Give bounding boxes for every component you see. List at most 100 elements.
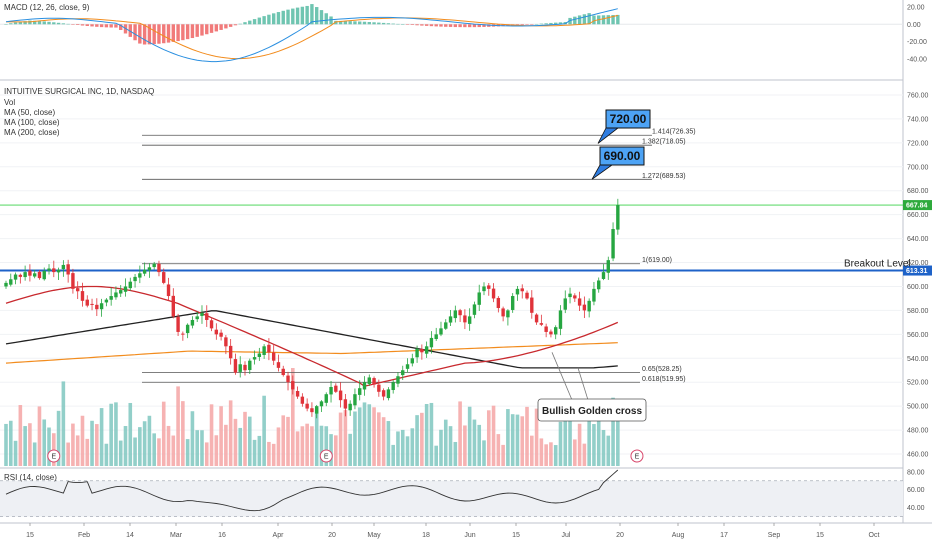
candle-body [348,403,352,411]
candle-body [119,290,123,294]
volume-bar [616,410,620,466]
volume-bar [453,441,458,466]
macd-histogram-bar [200,24,204,36]
macd-histogram-bar [252,19,257,25]
volume-bar [276,427,281,466]
volume-bar [305,423,309,466]
target-label: 720.00 [610,112,647,126]
candle-body [18,274,23,277]
volume-bar [472,419,477,466]
volume-bar [181,401,185,466]
fib-label: 1.272(689.53) [642,173,686,180]
candle-body [42,270,46,280]
candle-body [568,293,572,298]
annotation-pointer [551,352,573,401]
candle-body [362,382,367,390]
candle-body [405,364,410,369]
fib-label: 1.414(726.35) [652,129,696,136]
candle-body [209,320,214,329]
candle-body [238,364,242,372]
macd-histogram-bar [13,22,18,25]
earnings-marker-label: E [324,454,329,461]
volume-bar [520,416,525,466]
candle-body [530,297,534,313]
volume-bar [209,404,214,466]
volume-bar [486,410,491,466]
rsi-title: RSI (14, close) [4,473,57,482]
candle-body [367,377,371,384]
volume-bar [563,408,568,466]
candle-body [195,316,199,320]
time-tick-label: 17 [720,532,728,539]
macd-histogram-bar [482,24,486,27]
volume-bar [138,427,142,466]
macd-histogram-bar [558,22,563,25]
volume-bar [171,435,176,466]
candle-body [56,269,61,273]
macd-histogram-bar [305,5,309,25]
candle-body [372,378,376,385]
volume-bar [558,421,563,466]
candle-body [577,298,582,306]
candle-body [410,358,414,364]
candle-body [563,298,567,310]
candle-body [138,273,142,278]
volume-bar [410,428,415,466]
candle-body [510,296,515,310]
macd-histogram-bar [453,24,458,28]
macd-histogram-bar [577,15,582,25]
price-tick-label: 500.00 [907,404,929,411]
candle-body [205,313,209,320]
volume-bar [400,429,405,466]
candle-body [185,324,190,334]
candle-body [28,270,32,276]
macd-histogram-bar [415,24,419,26]
volume-bar [577,423,582,466]
volume-bar [386,421,391,466]
candle-body [396,376,400,384]
price-tick-label: 720.00 [907,140,929,147]
time-tick-label: 15 [816,532,824,539]
volume-bar [396,431,400,466]
candle-body [95,304,99,310]
candle-body [128,281,132,289]
volume-bar [443,419,448,466]
volume-bar [262,395,266,466]
volume-bar [190,411,195,466]
ma100-line [5,310,618,369]
macd-histogram-bar [463,24,467,28]
breakout-label: Breakout Level [844,259,911,270]
time-tick-label: Apr [273,532,285,539]
volume-bar [224,424,228,466]
legend-entry: MA (100, close) [4,118,60,127]
candle-body [353,394,357,406]
macd-histogram-bar [348,21,352,25]
candle-body [401,370,405,376]
candle-body [334,385,338,392]
macd-histogram-bar [458,24,462,28]
volume-bar [114,402,118,466]
volume-bar [195,430,199,466]
candle-body [573,295,577,299]
macd-histogram-bar [114,24,118,28]
macd-histogram-bar [4,23,8,25]
volume-bar [166,425,171,466]
volume-bar [75,435,80,466]
macd-histogram-bar [23,21,27,25]
candle-body [558,310,563,329]
candle-body [190,319,195,326]
macd-histogram-bar [18,21,23,25]
candle-body [491,288,496,299]
time-tick-label: 14 [126,532,134,539]
candle-body [4,282,8,287]
time-tick-label: 15 [512,532,520,539]
candle-body [338,390,343,401]
candle-body [66,264,70,275]
macd-histogram-bar [28,20,32,25]
volume-bar [467,406,472,466]
volume-bar [252,439,257,466]
time-tick-label: Jun [464,532,475,539]
macd-histogram-bar [104,24,109,28]
candle-body [142,269,147,274]
